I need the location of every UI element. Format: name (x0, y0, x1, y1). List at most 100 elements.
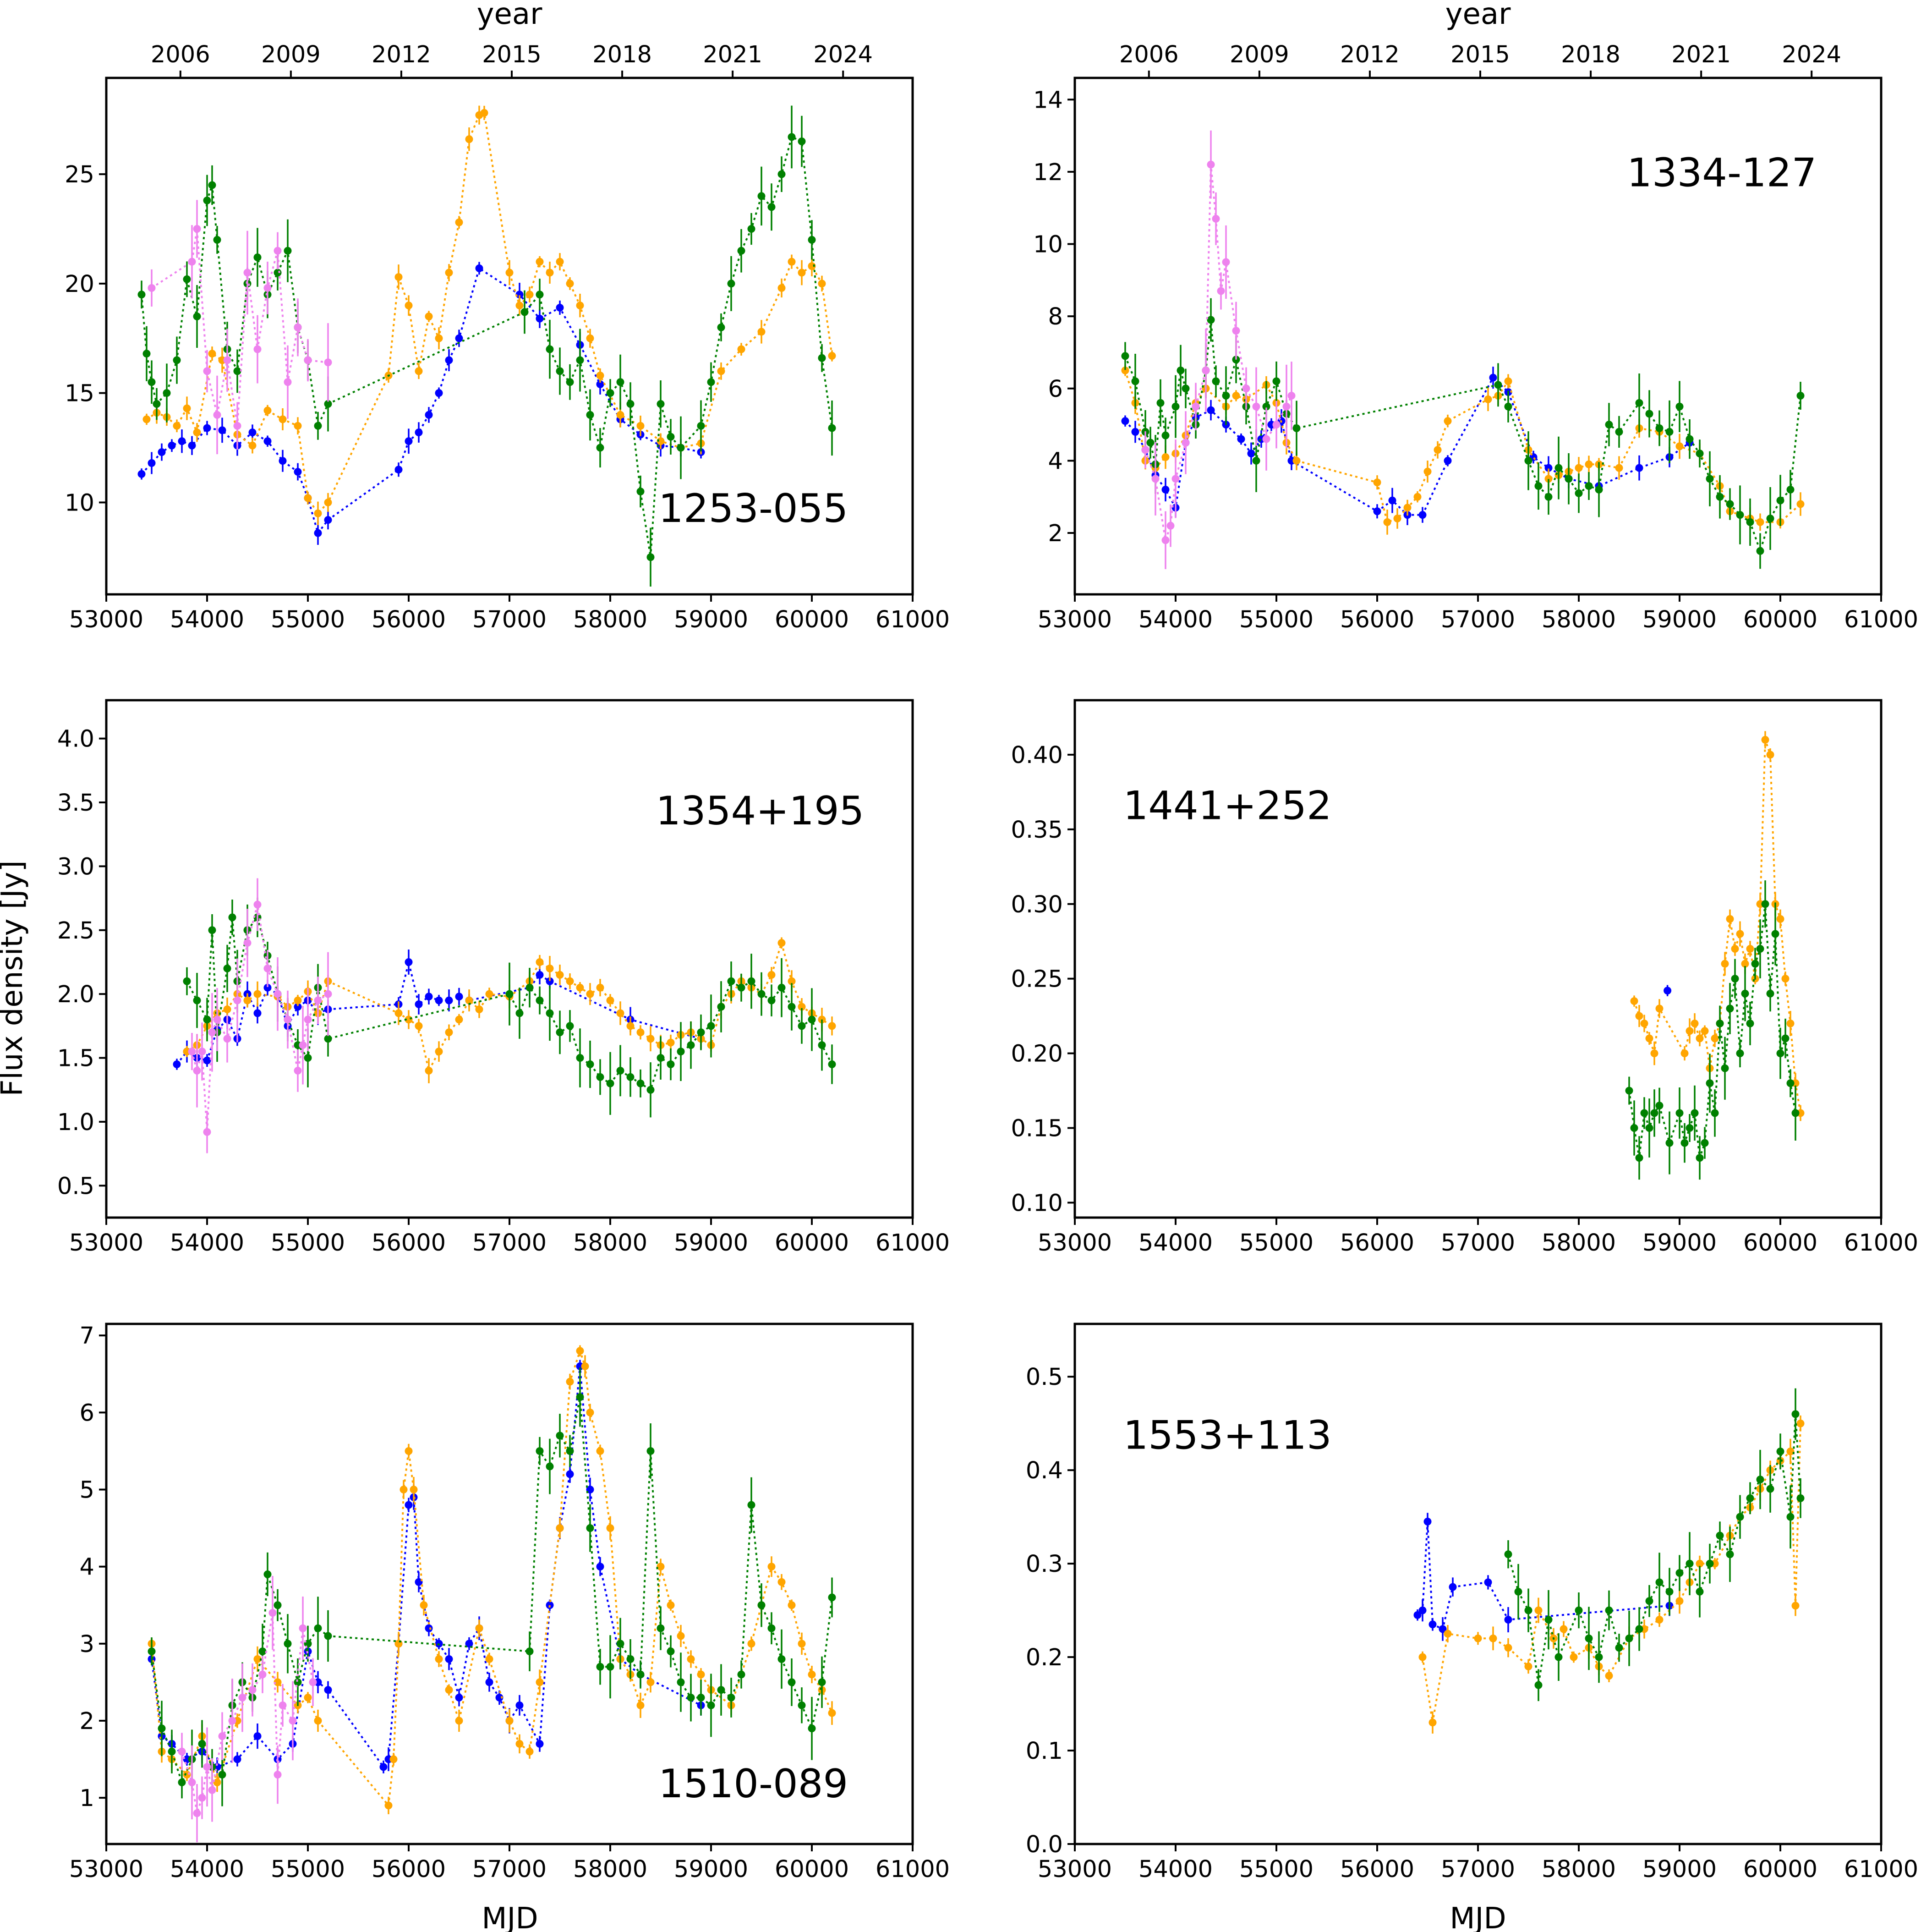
data-point (1776, 496, 1784, 505)
plot-area (148, 1345, 836, 1843)
data-point (546, 977, 554, 985)
data-point (193, 1066, 201, 1075)
data-point (667, 1601, 675, 1609)
plot-frame (105, 77, 914, 596)
y-tick-label: 0.1 (1026, 1738, 1063, 1765)
x-tick-label: 53000 (69, 1856, 143, 1883)
data-point (193, 1809, 201, 1817)
x-tick-label: 58000 (1542, 1856, 1616, 1883)
data-point (1781, 975, 1790, 983)
year-tick-label: 2009 (1230, 41, 1289, 68)
data-point (1736, 1513, 1744, 1521)
data-point (818, 1041, 826, 1049)
data-point (208, 181, 216, 189)
data-point (556, 258, 564, 266)
x-tick-label: 57000 (1441, 1229, 1515, 1257)
data-point (294, 323, 302, 331)
data-point (1726, 500, 1734, 508)
panels: 53000 54000 55000 56000 57000 58000 59000 60000… (57, 0, 1918, 1883)
data-point (566, 280, 574, 288)
y-tick-label: 2.5 (57, 917, 94, 944)
x-tick-label: 55000 (271, 1856, 345, 1883)
data-point (253, 345, 262, 353)
data-point (757, 1601, 766, 1609)
data-point (1736, 511, 1744, 519)
data-point (299, 1041, 307, 1049)
data-point (208, 926, 216, 934)
data-point (798, 1701, 806, 1709)
data-point (536, 996, 544, 1004)
data-point (1575, 464, 1583, 472)
series-line (151, 1348, 833, 1808)
y-tick-label: 3.0 (57, 853, 94, 880)
data-point (168, 1747, 176, 1756)
data-point (465, 996, 473, 1004)
data-point (1675, 402, 1684, 411)
data-point (1726, 1550, 1734, 1559)
data-point (415, 1000, 423, 1008)
data-point (1686, 1559, 1694, 1568)
data-point (188, 258, 196, 266)
data-point (1585, 1634, 1593, 1642)
data-point (616, 1640, 624, 1648)
year-tick-label: 2006 (1119, 41, 1179, 68)
data-point (324, 1632, 332, 1640)
data-point (667, 433, 675, 441)
data-point (1761, 900, 1769, 908)
data-point (1716, 1019, 1724, 1027)
data-point (596, 444, 604, 452)
data-point (425, 1066, 433, 1075)
data-point (1766, 751, 1774, 759)
x-axis-title-left: MJD (482, 1902, 538, 1932)
data-point (546, 964, 554, 972)
data-point (455, 1694, 463, 1702)
data-point (168, 441, 176, 450)
data-point (1252, 402, 1260, 411)
data-point (188, 441, 196, 450)
data-point (576, 983, 584, 992)
data-point (616, 378, 624, 386)
data-point (1585, 460, 1593, 468)
x-tick-label: 54000 (170, 1856, 244, 1883)
data-point (798, 1003, 806, 1011)
data-point (1388, 496, 1396, 505)
data-point (586, 990, 594, 998)
data-point (324, 400, 332, 408)
x-tick-label: 57000 (472, 606, 547, 633)
data-point (223, 1005, 231, 1014)
data-point (677, 444, 685, 452)
data-point (1156, 399, 1165, 407)
data-point (596, 380, 604, 389)
data-point (223, 356, 231, 364)
data-point (1161, 485, 1170, 494)
y-tick-label: 1.0 (57, 1109, 94, 1136)
series-line (146, 111, 833, 515)
year-tick-label: 2018 (1561, 41, 1620, 68)
data-point (1247, 450, 1255, 458)
data-point (566, 1378, 574, 1386)
series-blue (1664, 985, 1672, 996)
data-point (1444, 456, 1452, 465)
data-point (258, 1670, 267, 1679)
data-point (717, 367, 725, 375)
data-point (203, 424, 211, 432)
data-point (566, 977, 574, 985)
data-point (314, 422, 322, 430)
data-point (626, 1022, 635, 1030)
data-point (233, 1755, 241, 1763)
panel-2: 53000 54000 55000 56000 57000 58000 59000 60000… (1033, 0, 1918, 633)
data-point (314, 996, 322, 1004)
data-point (1131, 377, 1139, 385)
panel-3: 53000 54000 55000 56000 57000 58000 59000 60000… (57, 699, 950, 1257)
data-point (1418, 511, 1427, 519)
data-point (1161, 536, 1170, 544)
data-point (389, 1755, 398, 1763)
data-point (465, 135, 473, 143)
data-point (1262, 402, 1270, 411)
data-point (657, 1624, 665, 1632)
data-point (525, 291, 534, 299)
data-point (1192, 402, 1200, 411)
data-point (515, 302, 524, 310)
data-point (304, 494, 312, 502)
